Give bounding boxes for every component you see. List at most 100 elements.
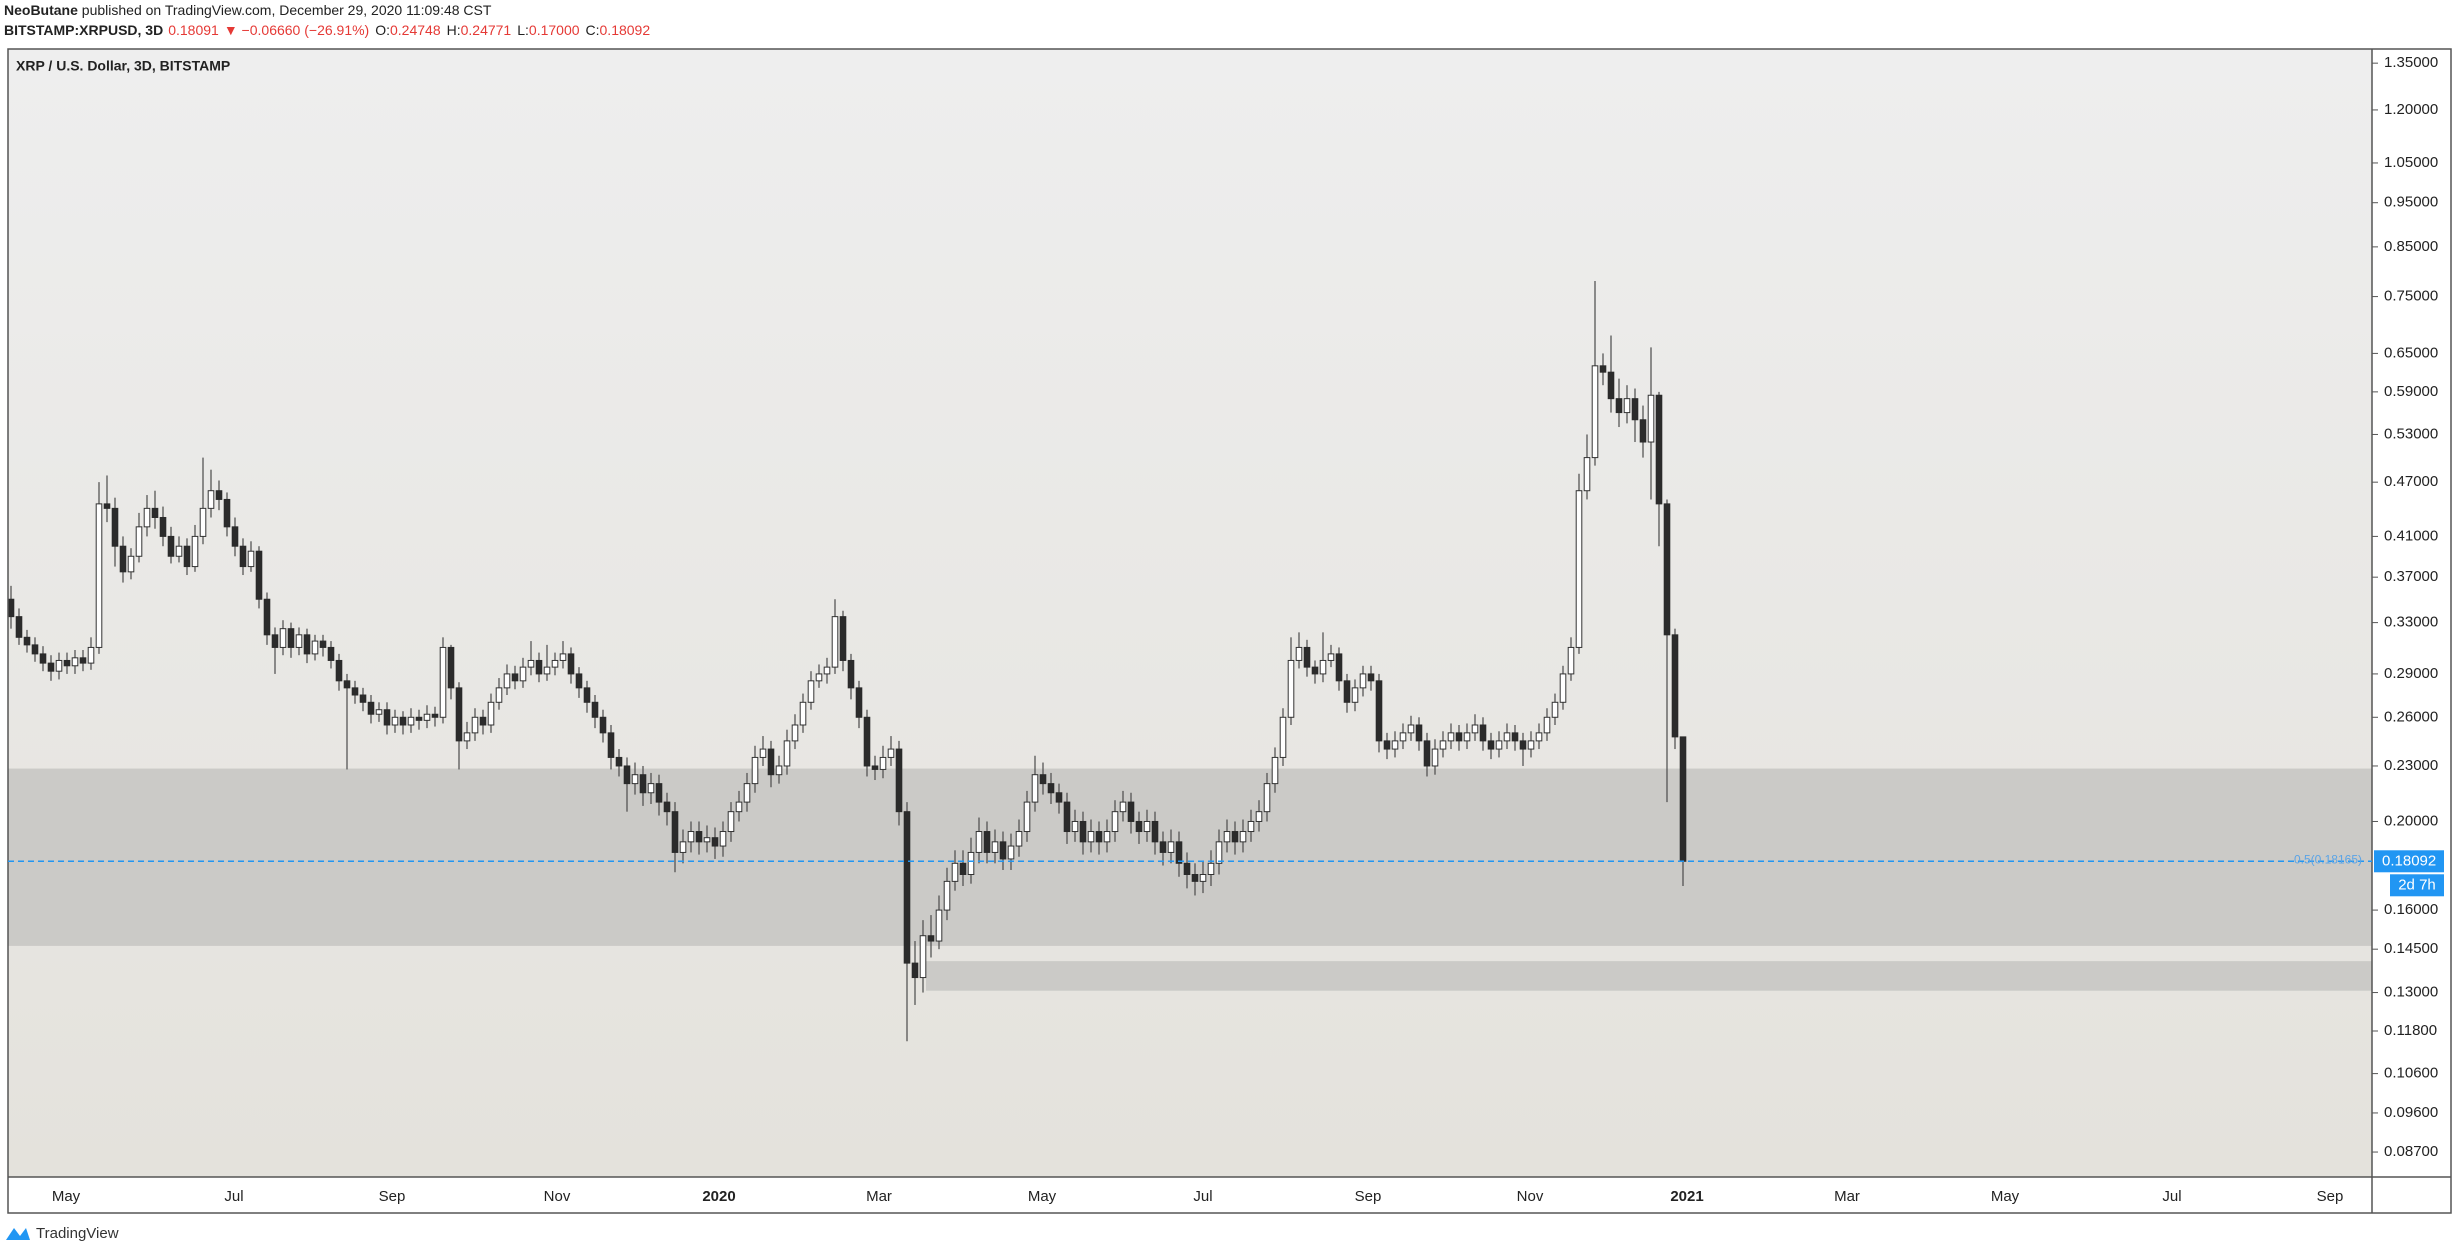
x-tick-label: Jul	[1193, 1188, 1212, 1205]
candle-body	[47, 662, 55, 672]
symbol: BITSTAMP:XRPUSD, 3D	[4, 22, 163, 38]
chart-title: XRP / U.S. Dollar, 3D, BITSTAMP	[16, 58, 230, 74]
candle-body	[1495, 740, 1503, 750]
candle-body	[471, 716, 479, 734]
candle-body	[223, 498, 231, 528]
candle-body	[815, 673, 823, 682]
candle-body	[1311, 666, 1319, 675]
y-tick-label: 0.14500	[2384, 940, 2438, 957]
candle-body	[607, 732, 615, 758]
y-tick-label: 0.75000	[2384, 288, 2438, 305]
candle-body	[255, 550, 263, 600]
candle-body	[1599, 365, 1607, 373]
candle-body	[39, 653, 47, 664]
candle-body	[935, 909, 943, 942]
chart-frame	[7, 48, 2452, 1214]
candle-body	[543, 666, 551, 675]
candle-body	[127, 555, 135, 573]
candle-body	[695, 831, 703, 843]
symbol-line: BITSTAMP:XRPUSD, 3D 0.18091 ▼ −0.06660 (−2…	[4, 22, 650, 38]
candle-body	[1199, 874, 1207, 882]
candle-body	[511, 673, 519, 682]
candle-body	[1223, 831, 1231, 843]
candle-body	[1215, 841, 1223, 864]
candle-body	[671, 811, 679, 853]
x-tick-label: May	[1028, 1188, 1057, 1205]
candle-body	[807, 680, 815, 703]
candle-body	[479, 716, 487, 726]
candle-body	[7, 598, 15, 618]
candle-body	[663, 801, 671, 813]
candle-body	[119, 545, 127, 573]
y-tick-label: 0.09600	[2384, 1104, 2438, 1121]
candle-body	[1447, 732, 1455, 742]
candle-body	[415, 716, 423, 721]
candle-body	[1519, 740, 1527, 750]
y-tick-label: 0.10600	[2384, 1065, 2438, 1082]
candle-body	[167, 535, 175, 557]
y-tick-label: 0.08700	[2384, 1143, 2438, 1160]
candle-body	[1647, 394, 1655, 443]
candle-body	[1103, 831, 1111, 843]
ohlc-value: 0.24748	[390, 22, 441, 38]
candle-body	[1607, 371, 1615, 400]
candle-body	[1631, 398, 1639, 421]
candle-body	[1527, 740, 1535, 750]
candle-body	[455, 687, 463, 742]
candle-body	[1479, 724, 1487, 742]
candle-body	[1623, 398, 1631, 414]
candle-body	[1375, 680, 1383, 742]
candle-body	[303, 634, 311, 655]
x-tick-label: May	[1991, 1188, 2020, 1205]
y-tick-label: 0.95000	[2384, 194, 2438, 211]
x-tick-label: Sep	[1355, 1188, 1382, 1205]
candle-body	[495, 687, 503, 703]
candle-body	[959, 862, 967, 876]
candle-body	[1655, 394, 1663, 505]
candle-body	[103, 503, 111, 509]
candle-body	[615, 756, 623, 767]
candle-body	[903, 811, 911, 964]
y-tick-label: 0.20000	[2384, 812, 2438, 829]
candle-body	[1575, 490, 1583, 648]
ohlc-key: O:	[375, 22, 390, 38]
candle-body	[871, 765, 879, 770]
x-tick-label: Sep	[2317, 1188, 2344, 1205]
ohlc-key: H:	[447, 22, 461, 38]
candle-body	[631, 774, 639, 785]
candle-body	[207, 490, 215, 509]
candle-body	[991, 841, 999, 853]
candle-body	[1383, 740, 1391, 750]
x-tick-label: Mar	[1834, 1188, 1860, 1205]
candle-body	[295, 634, 303, 648]
ohlc-key: L:	[517, 22, 529, 38]
candle-body	[151, 507, 159, 518]
candle-body	[1327, 653, 1335, 661]
candle-body	[727, 811, 735, 833]
candle-body	[1359, 673, 1367, 689]
support-zone	[8, 768, 2372, 946]
candle-body	[367, 701, 375, 715]
candle-body	[831, 616, 839, 668]
candle-body	[647, 783, 655, 794]
candle-body	[1023, 801, 1031, 833]
candle-body	[599, 716, 607, 734]
candle-body	[1015, 831, 1023, 847]
candle-body	[87, 646, 95, 664]
candle-body	[1351, 687, 1359, 703]
candle-body	[863, 716, 871, 767]
candle-body	[1191, 874, 1199, 882]
candle-body	[1543, 716, 1551, 734]
candle-body	[159, 516, 167, 537]
candle-body	[575, 673, 583, 689]
candle-body	[1175, 841, 1183, 864]
candle-body	[703, 837, 711, 843]
author: NeoButane	[4, 2, 78, 18]
candle-body	[1287, 659, 1295, 718]
y-tick-label: 0.85000	[2384, 238, 2438, 255]
y-tick-label: 0.23000	[2384, 757, 2438, 774]
candle-body	[351, 687, 359, 696]
candle-body	[31, 644, 39, 655]
y-tick-label: 0.37000	[2384, 568, 2438, 585]
